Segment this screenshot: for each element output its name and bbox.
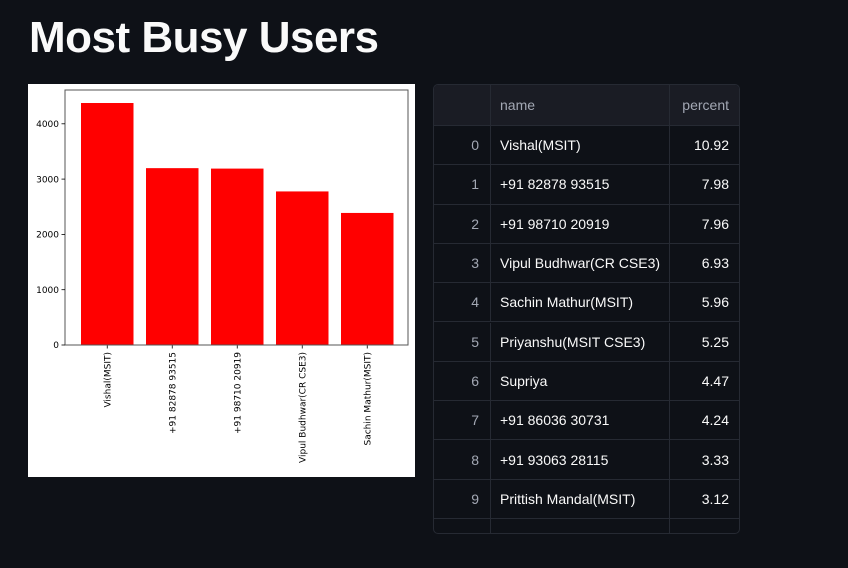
row-index[interactable] <box>434 519 491 533</box>
table-row[interactable]: 5 Priyanshu(MSIT CSE3) 5.25 <box>434 322 739 362</box>
cell-percent[interactable]: 3.12 <box>701 490 729 507</box>
table-row[interactable]: 2 +91 98710 20919 7.96 <box>434 204 739 244</box>
y-tick-label: 2000 <box>36 231 59 241</box>
cell-name[interactable]: Priyanshu(MSIT CSE3) <box>491 322 670 361</box>
cell-percent[interactable]: 7.98 <box>701 176 729 193</box>
row-index[interactable]: 5 <box>434 322 491 361</box>
x-tick-label: +91 98710 20919 <box>233 352 243 434</box>
cell-percent[interactable]: 4.47 <box>701 372 729 389</box>
table-row[interactable]: 1 +91 82878 93515 7.98 <box>434 165 739 205</box>
header-index[interactable] <box>434 85 491 125</box>
cell-percent[interactable]: 5.25 <box>701 333 729 350</box>
bar <box>146 168 199 345</box>
cell-name[interactable]: +91 82878 93515 <box>491 165 670 204</box>
row-index[interactable]: 8 <box>434 440 491 479</box>
table-row[interactable]: 0 Vishal(MSIT) 10.92 <box>434 126 739 166</box>
cell-percent[interactable]: 10.92 <box>693 137 729 154</box>
cell-percent[interactable]: 5.96 <box>701 294 729 311</box>
row-index[interactable]: 4 <box>434 283 491 322</box>
row-index[interactable]: 9 <box>434 479 491 518</box>
cell-name[interactable]: +91 98710 20919 <box>491 204 670 243</box>
x-tick-label: Sachin Mathur(MSIT) <box>363 352 373 446</box>
header-percent[interactable]: percent <box>682 97 729 113</box>
y-tick-label: 0 <box>53 341 59 351</box>
cell-percent[interactable]: 7.96 <box>701 215 729 232</box>
cell-percent[interactable]: 6.93 <box>701 255 729 272</box>
cell-percent[interactable] <box>670 519 739 533</box>
y-tick-label: 3000 <box>36 175 59 185</box>
users-table[interactable]: name percent 0 Vishal(MSIT) 10.92 1 +91 8287… <box>433 84 740 534</box>
y-tick-label: 1000 <box>36 286 59 296</box>
table-row[interactable]: 7 +91 86036 30731 4.24 <box>434 401 739 441</box>
table-row[interactable]: 9 Prittish Mandal(MSIT) 3.12 <box>434 479 739 519</box>
y-tick-label: 4000 <box>36 120 59 130</box>
cell-name[interactable]: +91 93063 28115 <box>491 440 670 479</box>
x-tick-label: Vipul Budhwar(CR CSE3) <box>298 352 308 463</box>
table-row[interactable]: 6 Supriya 4.47 <box>434 361 739 402</box>
bar <box>81 103 134 345</box>
x-tick-label: +91 82878 93515 <box>168 352 178 434</box>
header-name[interactable]: name <box>491 85 670 125</box>
row-index[interactable]: 7 <box>434 401 491 440</box>
cell-name[interactable] <box>491 519 670 533</box>
cell-name[interactable]: Sachin Mathur(MSIT) <box>491 283 670 322</box>
cell-name[interactable]: Vishal(MSIT) <box>491 126 670 165</box>
bar-chart: Vishal(MSIT) +91 82878 93515 +91 98710 209… <box>28 84 415 477</box>
table-row[interactable]: 3 Vipul Budhwar(CR CSE3) 6.93 <box>434 243 739 284</box>
row-index[interactable]: 1 <box>434 165 491 204</box>
bar-chart-canvas: Vishal(MSIT) +91 82878 93515 +91 98710 209… <box>36 89 409 463</box>
bar <box>276 191 329 345</box>
row-index[interactable]: 0 <box>434 126 491 165</box>
row-index[interactable]: 3 <box>434 243 491 283</box>
cell-name[interactable]: Vipul Budhwar(CR CSE3) <box>491 243 670 283</box>
row-index[interactable]: 6 <box>434 361 491 401</box>
cell-name[interactable]: Prittish Mandal(MSIT) <box>491 479 670 518</box>
cell-percent[interactable]: 4.24 <box>701 412 729 429</box>
table-header: name percent <box>434 85 739 126</box>
bar <box>341 212 394 345</box>
x-tick-label: Vishal(MSIT) <box>103 352 113 408</box>
table-row[interactable] <box>434 519 739 533</box>
cell-percent[interactable]: 3.33 <box>701 451 729 468</box>
cell-name[interactable]: Supriya <box>491 361 670 401</box>
row-index[interactable]: 2 <box>434 204 491 243</box>
page-title: Most Busy Users <box>29 13 379 62</box>
table-row[interactable]: 8 +91 93063 28115 3.33 <box>434 440 739 480</box>
cell-name[interactable]: +91 86036 30731 <box>491 401 670 440</box>
table-row[interactable]: 4 Sachin Mathur(MSIT) 5.96 <box>434 283 739 323</box>
bar <box>211 168 264 345</box>
